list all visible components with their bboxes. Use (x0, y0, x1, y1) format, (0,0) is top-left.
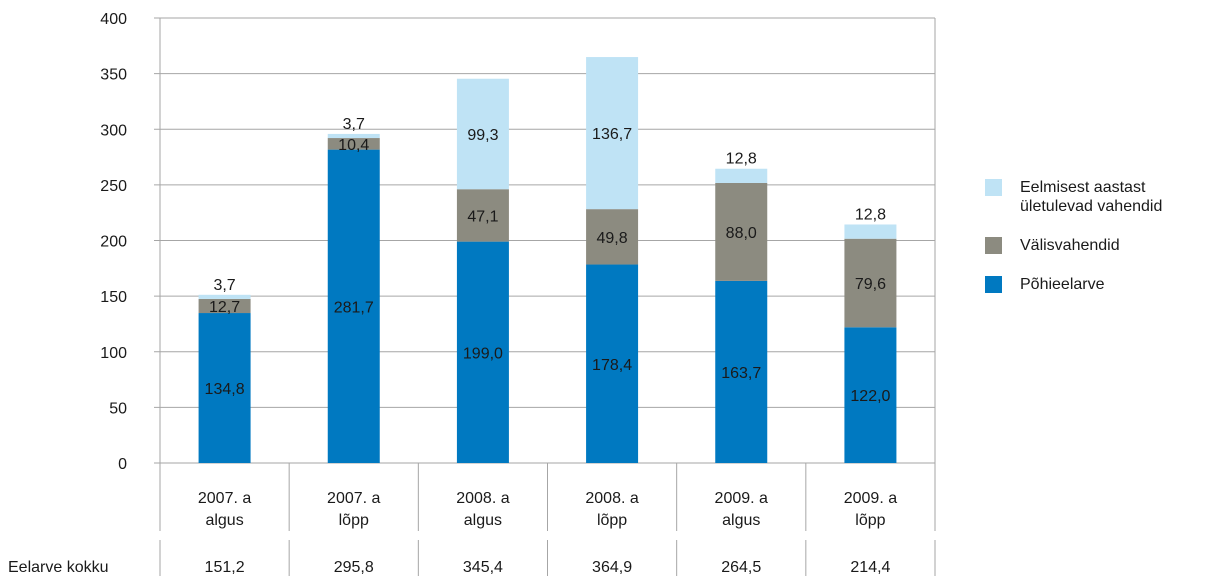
y-tick-label: 400 (100, 11, 127, 28)
bar-segment (456, 189, 509, 242)
legend-swatch-main-budget (985, 276, 1002, 293)
x-tick-label: 2007. a (327, 490, 380, 507)
x-tick-label: 2009. a (844, 490, 897, 507)
legend-label-external: Välisvahendid (1020, 237, 1120, 254)
data-label: 136,7 (592, 126, 632, 143)
data-label: 163,7 (721, 365, 761, 382)
bar-segment (198, 313, 251, 463)
y-tick-label: 100 (100, 345, 127, 362)
data-label: 134,8 (205, 381, 245, 398)
data-label: 88,0 (726, 225, 757, 242)
x-tick-label: 2007. a (198, 490, 251, 507)
bar-segment (198, 298, 251, 314)
bar-segment (844, 238, 897, 328)
legend-item-external: Välisvahendid (985, 236, 1200, 255)
totals-row-label: Eelarve kokku (8, 559, 109, 576)
data-label: 99,3 (467, 127, 498, 144)
legend-label-carryover: Eelmisest aastast ületulevad vahendid (1020, 179, 1163, 215)
data-label: 199,0 (463, 345, 503, 362)
total-value: 151,2 (205, 559, 245, 576)
bar-segment (844, 224, 897, 239)
data-label: 12,8 (855, 206, 886, 223)
data-label: 178,4 (592, 357, 632, 374)
data-label: 12,7 (209, 299, 240, 316)
bar-segment (586, 57, 639, 210)
total-value: 364,9 (592, 559, 632, 576)
total-value: 264,5 (721, 559, 761, 576)
chart-legend: Eelmisest aastast ületulevad vahendid Vä… (985, 178, 1200, 314)
legend-swatch-external (985, 237, 1002, 254)
total-value: 295,8 (334, 559, 374, 576)
bar-segment (715, 280, 768, 463)
x-tick-label: 2008. a (585, 490, 638, 507)
legend-label-main-budget: Põhieelarve (1020, 276, 1105, 293)
y-tick-label: 250 (100, 178, 127, 195)
x-tick-label: lõpp (855, 512, 885, 529)
x-tick-label: lõpp (339, 512, 369, 529)
data-label: 49,8 (597, 230, 628, 247)
x-tick-label: algus (722, 512, 760, 529)
y-tick-label: 150 (100, 289, 127, 306)
bar-segment (456, 78, 509, 190)
data-label: 10,4 (338, 137, 369, 154)
x-tick-label: lõpp (597, 512, 627, 529)
bar-segment (844, 327, 897, 463)
x-tick-label: 2009. a (715, 490, 768, 507)
data-label: 281,7 (334, 299, 374, 316)
x-tick-label: algus (205, 512, 243, 529)
bar-segment (715, 168, 768, 183)
bar-segment (586, 209, 639, 265)
data-label: 79,6 (855, 276, 886, 293)
bar-segment (198, 294, 251, 299)
data-label: 122,0 (850, 388, 890, 405)
data-label: 47,1 (467, 208, 498, 225)
legend-item-main-budget: Põhieelarve (985, 275, 1200, 294)
bar-segment (456, 241, 509, 463)
x-tick-label: 2008. a (456, 490, 509, 507)
y-tick-label: 350 (100, 67, 127, 84)
bar-segment (327, 149, 380, 463)
bar-segment (715, 182, 768, 281)
total-value: 345,4 (463, 559, 503, 576)
legend-swatch-carryover (985, 179, 1002, 196)
bar-segment (327, 138, 380, 150)
bar-segment (586, 264, 639, 463)
data-label: 3,7 (213, 277, 235, 294)
y-tick-label: 0 (118, 456, 127, 473)
legend-item-carryover: Eelmisest aastast ületulevad vahendid (985, 178, 1200, 216)
total-value: 214,4 (850, 559, 890, 576)
y-tick-label: 50 (109, 400, 127, 417)
data-label: 3,7 (343, 116, 365, 133)
y-tick-label: 300 (100, 122, 127, 139)
bar-segment (327, 133, 380, 139)
data-label: 12,8 (726, 151, 757, 168)
x-tick-label: algus (464, 512, 502, 529)
y-tick-label: 200 (100, 234, 127, 251)
